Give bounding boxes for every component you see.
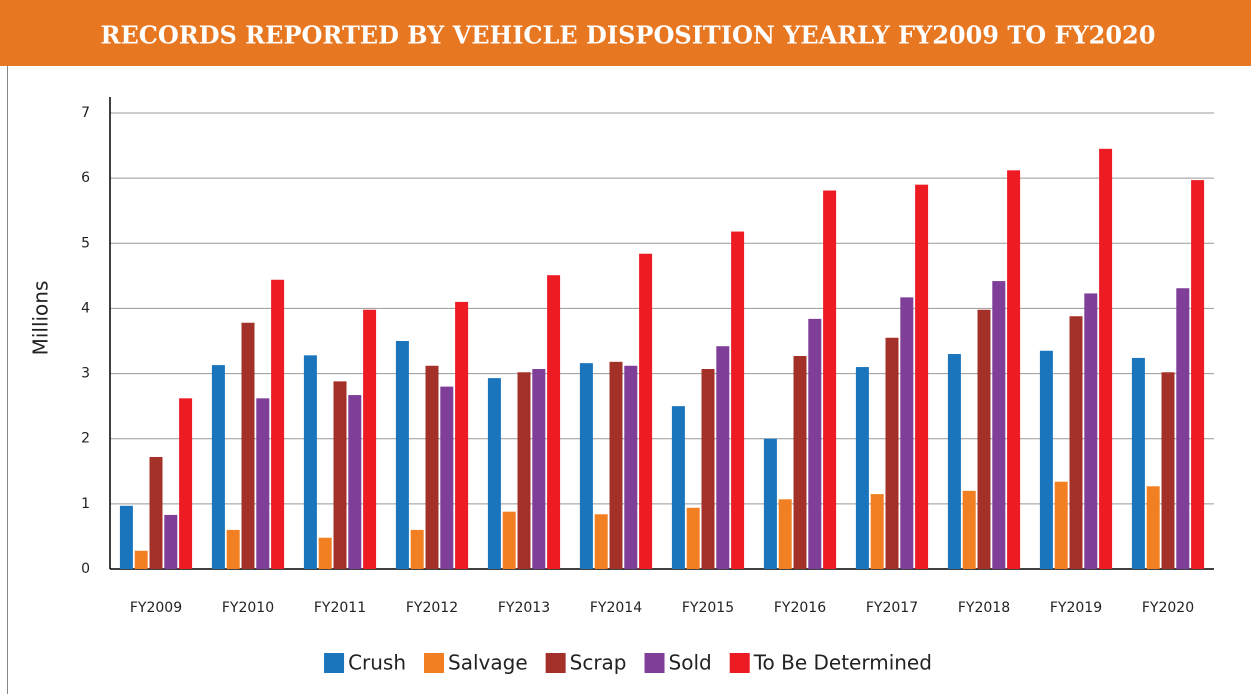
legend-swatch [644, 653, 665, 673]
bar [303, 355, 317, 569]
bar [487, 378, 501, 569]
chart-title: RECORDS REPORTED BY VEHICLE DISPOSITION … [101, 21, 1156, 50]
y-tick-label: 5 [81, 235, 90, 251]
bar [624, 365, 638, 569]
legend-swatch [545, 653, 566, 673]
bar [900, 297, 914, 569]
bar [226, 529, 240, 569]
bar [425, 365, 439, 569]
bar [1084, 293, 1098, 569]
bar [731, 231, 745, 569]
bar [870, 494, 884, 569]
x-tick-label: FY2016 [774, 600, 826, 616]
y-tick-label: 4 [81, 300, 90, 316]
bar [763, 438, 777, 569]
bar [455, 301, 469, 569]
bar [778, 499, 792, 569]
bar [256, 398, 270, 569]
x-tick-label: FY2019 [1050, 600, 1102, 616]
bar [885, 337, 899, 569]
y-tick-label: 3 [81, 366, 90, 382]
y-tick-label: 7 [81, 105, 90, 121]
bar [517, 372, 531, 569]
x-tick-label: FY2020 [1142, 600, 1194, 616]
legend-label: Scrap [570, 651, 627, 675]
legend-swatch [324, 653, 345, 673]
bar [1176, 288, 1190, 569]
x-tick-label: FY2011 [314, 600, 366, 616]
bar [962, 490, 976, 569]
bar [1191, 180, 1205, 569]
x-tick-label: FY2015 [682, 600, 734, 616]
x-tick-label: FY2009 [130, 600, 182, 616]
y-tick-label: 1 [81, 496, 90, 512]
legend-swatch [729, 653, 750, 673]
y-tick-label: 2 [81, 431, 90, 447]
y-tick-label: 0 [81, 561, 90, 577]
bar [241, 322, 255, 569]
bar [395, 341, 409, 569]
bar [134, 550, 148, 569]
bar [1146, 486, 1160, 569]
bar [149, 456, 163, 569]
bar [333, 381, 347, 569]
bar [716, 346, 730, 569]
bar [639, 253, 653, 570]
bar [119, 505, 133, 569]
legend-label: Salvage [448, 651, 528, 675]
legend-label: Sold [669, 651, 712, 675]
bar [977, 309, 991, 569]
bar [318, 537, 332, 569]
x-tick-label: FY2017 [866, 600, 918, 616]
x-tick-label: FY2013 [498, 600, 550, 616]
y-axis-label: Millions [29, 281, 53, 356]
bar [1054, 481, 1068, 569]
bar [671, 406, 685, 569]
bar [609, 361, 623, 569]
bar [1161, 372, 1175, 569]
x-tick-label: FY2014 [590, 600, 642, 616]
bar [594, 514, 608, 569]
bar [348, 395, 362, 569]
x-tick-label: FY2012 [406, 600, 458, 616]
legend-label: Crush [348, 651, 406, 675]
bar [701, 369, 715, 569]
legend-swatch [424, 653, 445, 673]
bar [440, 386, 454, 569]
bar [179, 398, 193, 569]
bar [547, 275, 561, 569]
bar [915, 184, 929, 569]
legend-label: To Be Determined [753, 651, 932, 675]
bar [992, 281, 1006, 569]
bar [1069, 316, 1083, 569]
bar [502, 511, 516, 569]
y-tick-label: 6 [81, 170, 90, 186]
bar [947, 354, 961, 569]
bar [855, 367, 869, 569]
bar [823, 190, 837, 569]
bar [363, 309, 377, 569]
bar [579, 363, 593, 569]
bar [808, 318, 822, 569]
bar [686, 507, 700, 569]
x-tick-label: FY2018 [958, 600, 1010, 616]
bar [1039, 350, 1053, 569]
x-tick-label: FY2010 [222, 600, 274, 616]
bar [793, 355, 807, 569]
bar [211, 365, 225, 569]
bar [410, 529, 424, 569]
header-bar [0, 0, 1251, 66]
bar [532, 369, 546, 569]
bar [1131, 357, 1145, 569]
bar [271, 279, 285, 569]
bar [1099, 148, 1113, 570]
bar [164, 514, 178, 569]
bar [1007, 170, 1021, 569]
